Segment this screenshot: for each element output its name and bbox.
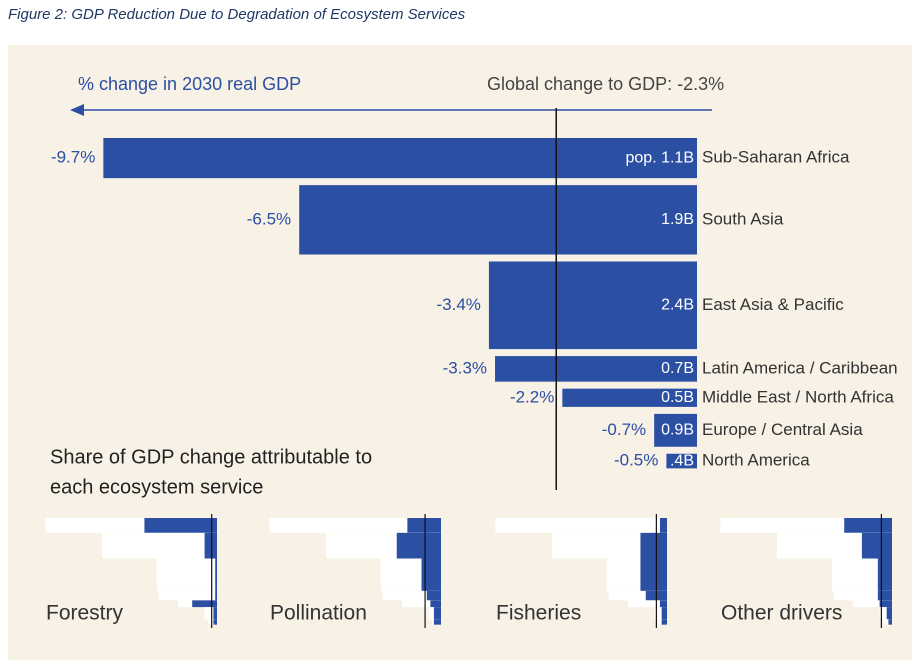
panel-share-bar (888, 619, 892, 625)
population-label: 0.5B (661, 389, 694, 406)
panels-title: each ecosystem service (50, 476, 263, 498)
panel-share-bar (659, 600, 667, 608)
value-label: -0.7% (602, 420, 646, 439)
panels-title: Share of GDP change attributable to (50, 446, 372, 468)
panel-share-bar (877, 558, 892, 591)
category-label: Latin America / Caribbean (702, 358, 898, 377)
panel-share-bar (215, 590, 217, 601)
panel-total-bar (608, 590, 667, 601)
bar (654, 413, 697, 447)
bar (299, 185, 697, 255)
value-label: -3.4% (436, 295, 480, 314)
panel-share-bar (396, 532, 441, 559)
global-label: Global change to GDP: -2.3% (487, 74, 724, 94)
panel-share-bar (430, 600, 441, 608)
panel-label: Pollination (270, 602, 367, 625)
panel-share-bar (661, 607, 667, 620)
population-label: 0.9B (661, 422, 694, 439)
panel-share-bar (407, 518, 441, 533)
population-label: 2.4B (661, 297, 694, 314)
panel-share-bar (879, 600, 892, 608)
panel-total-bar (495, 518, 667, 533)
panel-total-bar (156, 558, 217, 591)
category-label: Middle East / North Africa (702, 387, 894, 406)
value-label: -0.5% (614, 451, 658, 470)
panel-label: Other drivers (721, 602, 842, 625)
panel-share-bar (844, 518, 892, 533)
panel-total-bar (208, 619, 217, 625)
panel-share-bar (213, 619, 217, 625)
panel-total-bar (269, 518, 441, 533)
panel-share-bar (213, 607, 217, 620)
panel-share-bar (877, 590, 892, 601)
bar (103, 138, 698, 179)
panel-share-bar (215, 558, 217, 591)
background (8, 45, 912, 660)
panel-total-bar (628, 600, 667, 608)
population-label: .4B (670, 452, 694, 469)
caption: Figure 2: GDP Reduction Due to Degradati… (8, 6, 466, 23)
bar (562, 388, 697, 407)
panel-share-bar (421, 558, 441, 591)
category-label: South Asia (702, 209, 784, 228)
bar (666, 453, 697, 469)
population-label: 0.7B (661, 360, 694, 377)
value-label: -6.5% (247, 209, 291, 228)
arrow-head (70, 104, 84, 116)
panel-total-bar (101, 532, 217, 559)
category-label: North America (702, 451, 810, 470)
panel-share-bar (886, 607, 892, 620)
panel-label: Forestry (46, 602, 124, 625)
panel-total-bar (158, 590, 217, 601)
panel-share-bar (192, 600, 217, 608)
panel-share-bar (433, 607, 441, 620)
panel-share-bar (659, 518, 667, 533)
panel-share-bar (144, 518, 217, 533)
panel-share-bar (640, 532, 667, 559)
panel-total-bar (853, 600, 892, 608)
panel-share-bar (433, 619, 441, 625)
panel-total-bar (402, 600, 441, 608)
bar (495, 356, 697, 382)
panel-total-bar (833, 590, 892, 601)
category-label: Europe / Central Asia (702, 420, 863, 439)
panel-label: Fisheries (496, 602, 581, 625)
panel-share-bar (640, 558, 667, 591)
axis-label: % change in 2030 real GDP (78, 74, 301, 94)
panel-share-bar (426, 590, 441, 601)
value-label: -2.2% (510, 387, 554, 406)
panel-share-bar (661, 619, 667, 625)
panel-total-bar (883, 619, 892, 625)
bar (488, 261, 697, 350)
panel-total-bar (382, 590, 441, 601)
population-label: 1.9B (661, 211, 694, 228)
panel-share-bar (204, 532, 217, 559)
panel-share-bar (861, 532, 892, 559)
value-label: -3.3% (443, 358, 487, 377)
population-label: pop. 1.1B (626, 149, 695, 166)
value-label: -9.7% (51, 148, 95, 167)
category-label: East Asia & Pacific (702, 295, 844, 314)
category-label: Sub-Saharan Africa (702, 148, 850, 167)
